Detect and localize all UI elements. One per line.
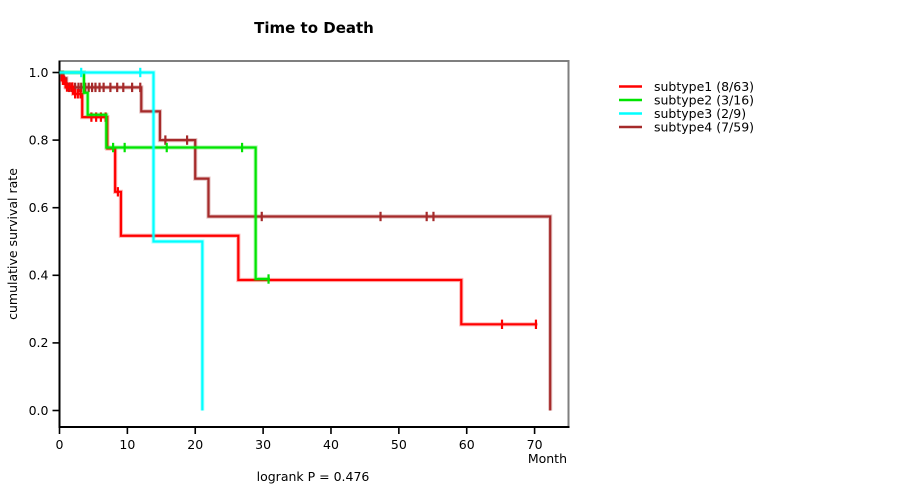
curve-subtype2	[59, 70, 270, 284]
legend: subtype1 (8/63)subtype2 (3/16)subtype3 (…	[619, 79, 754, 135]
survival-curve-halo	[59, 70, 553, 411]
y-tick-label: 0.6	[29, 200, 49, 215]
y-tick-label: 0.0	[29, 403, 49, 418]
curve-subtype4	[59, 70, 553, 411]
survival-curves	[59, 67, 553, 411]
y-tick-label: 0.2	[29, 335, 49, 350]
logrank-annotation: logrank P = 0.476	[257, 469, 370, 484]
plot-box	[58, 60, 570, 428]
curve-subtype3	[59, 67, 205, 411]
legend-label: subtype4 (7/59)	[654, 120, 754, 135]
x-axis-label: Month	[528, 451, 567, 466]
x-tick-label: 70	[527, 437, 543, 452]
x-tick-label: 30	[255, 437, 271, 452]
x-tick-label: 60	[459, 437, 475, 452]
legend-label: subtype3 (2/9)	[654, 106, 746, 121]
legend-item: subtype2 (3/16)	[619, 93, 754, 108]
legend-item: subtype3 (2/9)	[619, 106, 746, 121]
curve-subtype1	[59, 70, 538, 330]
legend-label: subtype2 (3/16)	[654, 93, 754, 108]
x-tick-label: 0	[56, 437, 64, 452]
y-tick-label: 0.8	[29, 132, 49, 147]
y-tick-label: 1.0	[29, 65, 49, 80]
y-axis: 0.0 0.2 0.4 0.6 0.8 1.0	[29, 65, 60, 418]
chart-title: Time to Death	[254, 19, 374, 37]
survival-curve	[59, 71, 538, 326]
legend-label: subtype1 (8/63)	[654, 79, 754, 94]
legend-item: subtype1 (8/63)	[619, 79, 754, 94]
legend-item: subtype4 (7/59)	[619, 120, 754, 135]
survival-curve-halo	[59, 70, 538, 327]
y-tick-label: 0.4	[29, 268, 49, 283]
x-tick-label: 50	[391, 437, 407, 452]
survival-curve	[59, 71, 204, 411]
x-tick-label: 20	[187, 437, 203, 452]
y-axis-label: cumulative survival rate	[5, 168, 20, 320]
x-axis: 0 10 20 30 40 50 60 70	[56, 427, 543, 452]
survival-curve	[59, 71, 552, 411]
x-tick-label: 10	[119, 437, 135, 452]
x-tick-label: 40	[323, 437, 339, 452]
survival-curve	[59, 71, 270, 281]
